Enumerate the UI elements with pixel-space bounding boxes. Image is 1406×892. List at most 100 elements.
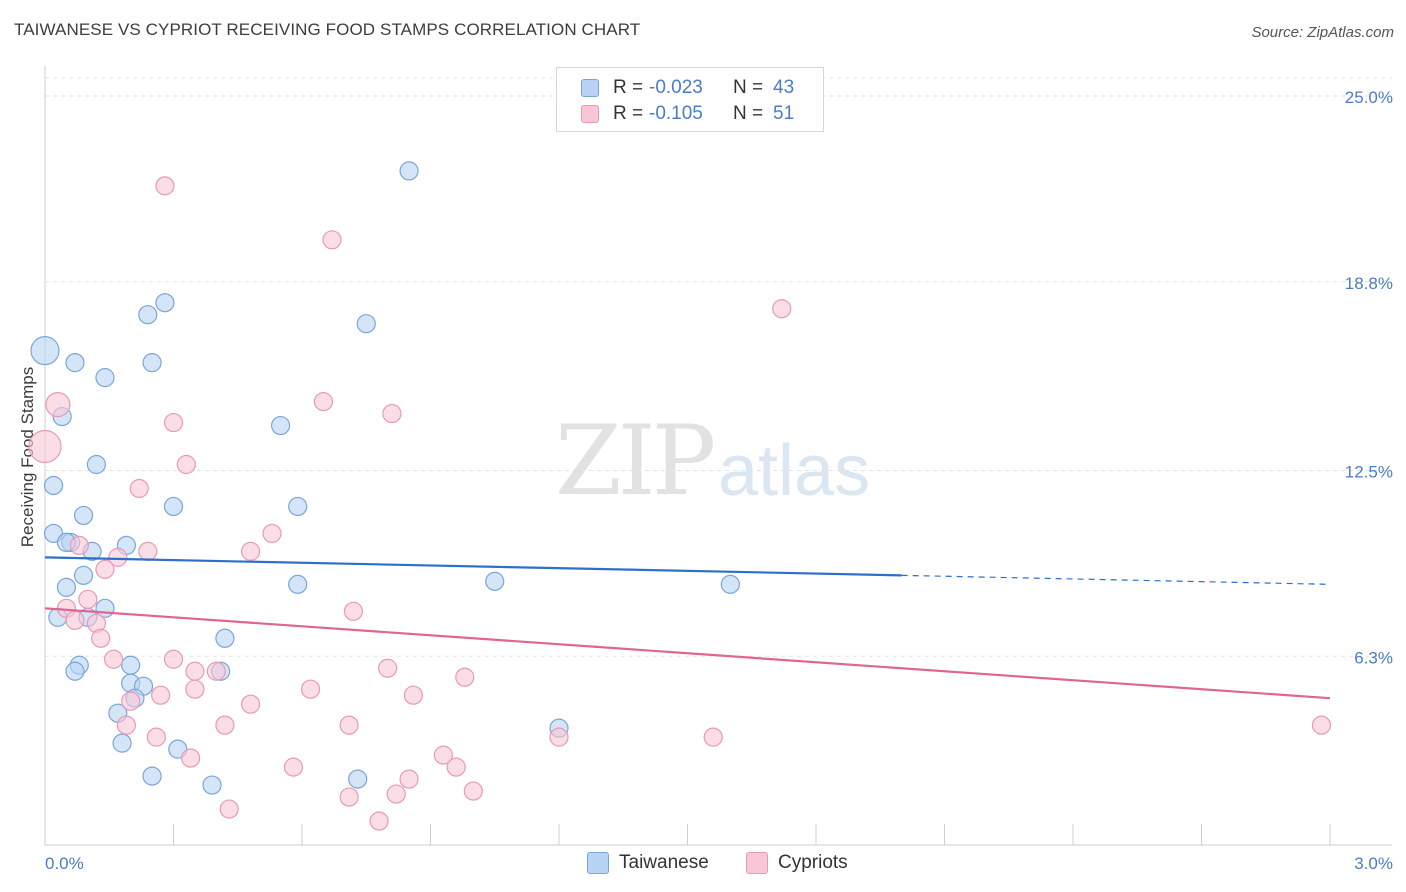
cypriots-point	[241, 694, 261, 714]
cypriots-point	[78, 589, 98, 609]
legend-r-label: R =	[613, 77, 644, 98]
watermark-zip: ZIP	[555, 405, 716, 517]
cypriots-point	[772, 299, 792, 319]
taiwanese-point	[288, 496, 308, 517]
y-tick-label: 12.5%	[1345, 463, 1393, 482]
cypriots-point	[322, 230, 342, 250]
taiwanese-point	[65, 661, 85, 681]
cypriots-point	[163, 412, 184, 433]
y-tick-label: 18.8%	[1345, 274, 1393, 293]
taiwanese-point	[142, 353, 162, 373]
taiwanese-point	[95, 368, 115, 388]
cypriots-point	[1311, 715, 1332, 735]
legend-item-taiwanese[interactable]: Taiwanese	[587, 852, 709, 874]
cypriots-point	[215, 715, 235, 735]
cypriots-point	[382, 403, 402, 424]
taiwanese-point	[155, 293, 175, 313]
taiwanese-point	[73, 505, 94, 526]
cypriots-point	[549, 727, 569, 747]
cypriots-point	[386, 784, 406, 804]
taiwanese-point	[215, 628, 235, 648]
cypriots-point	[146, 727, 166, 747]
cypriots-point	[378, 658, 398, 678]
chart-title: TAIWANESE VS CYPRIOT RECEIVING FOOD STAM…	[14, 20, 641, 39]
taiwanese-point	[73, 565, 94, 585]
cypriots-point	[343, 601, 363, 621]
taiwanese-point	[163, 496, 184, 517]
source-label: Source: ZipAtlas.com	[1251, 24, 1394, 41]
cypriots-point	[108, 547, 128, 567]
legend-item-cypriots[interactable]: Cypriots	[746, 852, 848, 874]
taiwanese-trend-line	[44, 556, 902, 577]
legend-n-label: N =	[733, 103, 764, 124]
legend-label-cypriots: Cypriots	[778, 852, 848, 873]
taiwanese-point	[142, 766, 162, 786]
cypriots-point	[121, 691, 141, 711]
cypriots-point	[433, 745, 453, 765]
cypriots-point	[283, 757, 304, 777]
cypriots-legend-icon	[746, 852, 768, 874]
legend-r-value: -0.023	[649, 77, 703, 98]
legend-n-value: 43	[773, 77, 795, 98]
cypriots-point	[185, 661, 205, 681]
cypriots-point	[65, 610, 85, 630]
cypriots-point	[339, 715, 359, 735]
legend-r-value: -0.105	[649, 103, 703, 124]
cypriots-point	[185, 679, 205, 699]
taiwanese-point	[112, 733, 132, 753]
cypriots-point	[69, 535, 89, 556]
taiwanese-swatch-icon	[581, 79, 599, 97]
taiwanese-point	[288, 574, 308, 594]
legend-n-value: 51	[773, 103, 795, 124]
cypriots-point	[91, 628, 111, 648]
taiwanese-point	[138, 305, 158, 325]
taiwanese-point	[43, 475, 64, 496]
cypriots-point	[138, 541, 158, 561]
legend-row-cypriots: R = -0.105 N = 51	[581, 102, 794, 126]
cypriots-point	[339, 787, 359, 807]
cypriots-point	[369, 811, 389, 831]
taiwanese-point	[30, 336, 60, 366]
legend-row-taiwanese: R = -0.023 N = 43	[581, 76, 794, 100]
correlation-legend: R = -0.023 N = 43 R = -0.105 N = 51	[556, 67, 824, 132]
cypriots-point	[95, 559, 115, 579]
y-tick-label: 6.3%	[1354, 648, 1393, 667]
cypriots-point	[129, 478, 149, 499]
legend-label-taiwanese: Taiwanese	[619, 852, 709, 873]
cypriots-point	[703, 727, 723, 747]
cypriots-point	[399, 769, 419, 789]
taiwanese-legend-icon	[587, 852, 609, 874]
cypriots-point	[116, 715, 136, 735]
taiwanese-trend-extension	[901, 574, 1331, 585]
cypriots-point	[181, 748, 201, 768]
legend-n-label: N =	[733, 77, 764, 98]
cypriots-point	[262, 523, 282, 544]
taiwanese-point	[86, 454, 107, 475]
cypriots-point	[463, 781, 483, 801]
cypriots-point	[151, 685, 171, 705]
taiwanese-point	[65, 353, 85, 373]
cypriots-point	[28, 429, 62, 464]
taiwanese-point	[202, 775, 222, 795]
cypriots-trend-line	[44, 607, 1331, 700]
taiwanese-point	[348, 769, 368, 789]
cypriots-point	[446, 757, 466, 777]
legend-r-label: R =	[613, 103, 644, 124]
x-tick-label: 3.0%	[1354, 854, 1393, 873]
cypriots-point	[219, 799, 239, 819]
series-legend: Taiwanese Cypriots	[0, 852, 1406, 876]
cypriots-point	[403, 685, 423, 705]
taiwanese-point	[485, 571, 505, 591]
y-tick-label: 25.0%	[1345, 88, 1393, 107]
taiwanese-point	[720, 574, 740, 594]
taiwanese-point	[56, 577, 77, 597]
cypriots-point	[176, 454, 196, 475]
taiwanese-point	[121, 655, 141, 675]
taiwanese-point	[270, 415, 291, 436]
cypriots-point	[206, 661, 226, 681]
x-tick-label: 0.0%	[45, 854, 84, 873]
cypriots-point	[455, 667, 475, 687]
cypriots-point	[45, 391, 71, 418]
cypriots-point	[155, 176, 175, 196]
